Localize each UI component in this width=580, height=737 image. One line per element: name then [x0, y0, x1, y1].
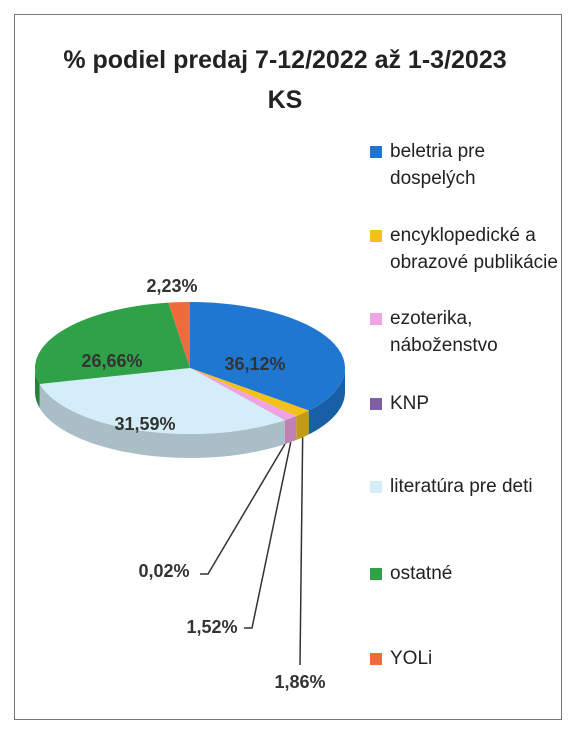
legend-label: ostatné	[390, 563, 453, 584]
data-label: 36,12%	[224, 354, 285, 374]
legend-label: literatúra pre deti	[390, 476, 533, 497]
legend-swatch	[370, 481, 382, 493]
data-label: 26,66%	[81, 351, 142, 371]
slice	[190, 302, 345, 411]
leader-line	[299, 437, 304, 666]
chart-title: % podiel predaj 7-12/2022 až 1-3/2023 KS	[63, 46, 507, 114]
data-label: 2,23%	[146, 276, 197, 296]
leader-line	[244, 442, 292, 629]
legend-item: KNP	[370, 390, 562, 417]
legend-swatch	[370, 653, 382, 665]
legend-swatch	[370, 230, 382, 242]
legend-label: encyklopedické a obrazové publikácie	[390, 225, 558, 273]
slice-side	[39, 383, 285, 458]
legend-swatch	[370, 568, 382, 580]
leader-line	[200, 443, 286, 575]
legend-item: beletria pre dospelých	[370, 138, 562, 192]
legend-item: ezoterika, náboženstvo	[370, 305, 562, 359]
slice-side	[285, 416, 297, 445]
slice-side	[35, 368, 40, 408]
data-label: 0,02%	[138, 561, 189, 581]
slice	[168, 302, 190, 368]
slice	[190, 368, 286, 421]
frame	[14, 14, 562, 720]
slice-side	[296, 410, 309, 441]
legend-label: beletria pre dospelých	[390, 141, 486, 189]
legend-swatch	[370, 313, 382, 325]
legend-item: literatúra pre deti	[370, 473, 562, 500]
slice	[35, 302, 190, 384]
data-label: 1,86%	[274, 672, 325, 692]
legend-swatch	[370, 398, 382, 410]
slice	[39, 368, 285, 434]
legend-label: YOLi	[390, 648, 433, 669]
legend-label: ezoterika, náboženstvo	[390, 308, 498, 356]
slice	[190, 368, 309, 417]
data-label: 31,59%	[114, 414, 175, 434]
legend-label: KNP	[390, 393, 430, 414]
legend-item: YOLi	[370, 645, 562, 672]
legend-item: encyklopedické a obrazové publikácie	[370, 222, 562, 276]
legend-item: ostatné	[370, 560, 562, 587]
slice	[190, 368, 297, 421]
data-label: 1,52%	[186, 617, 237, 637]
legend-swatch	[370, 146, 382, 158]
slice-side	[308, 368, 345, 435]
